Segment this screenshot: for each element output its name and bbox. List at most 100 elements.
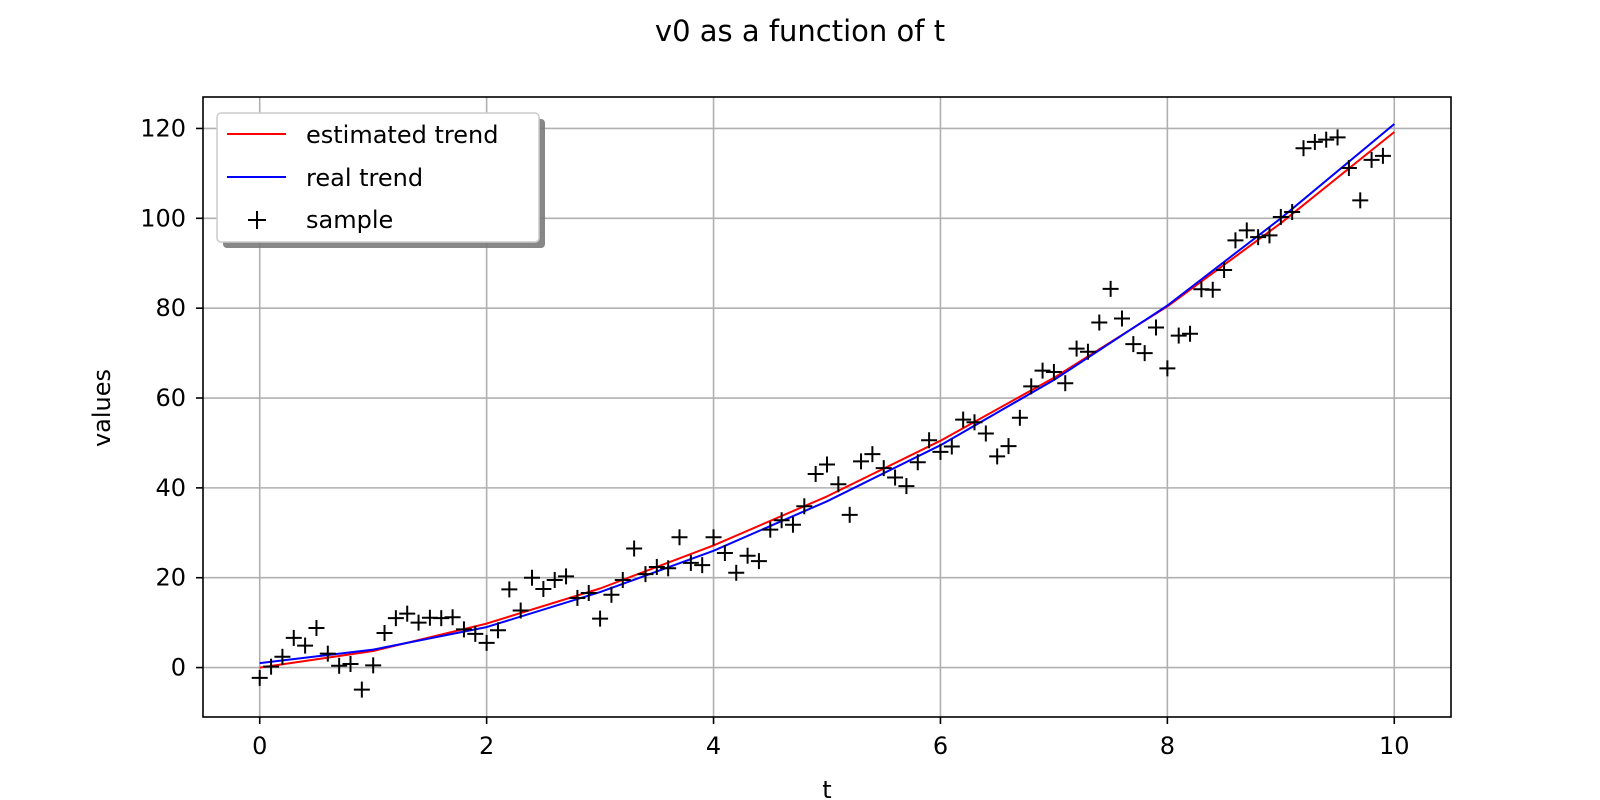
sample-point-marker bbox=[694, 557, 711, 574]
sample-point-marker bbox=[671, 529, 688, 546]
sample-point-marker bbox=[921, 432, 938, 449]
sample-point-marker bbox=[444, 609, 461, 626]
sample-point-marker bbox=[773, 512, 790, 529]
y-tick-label: 60 bbox=[155, 384, 186, 412]
sample-point-marker bbox=[592, 610, 609, 627]
sample-point-marker bbox=[1068, 340, 1085, 357]
sample-point-marker bbox=[1045, 363, 1062, 380]
x-tick-label: 8 bbox=[1160, 732, 1175, 760]
sample-point-marker bbox=[887, 469, 904, 486]
sample-point-marker bbox=[796, 498, 813, 515]
sample-point-marker bbox=[614, 571, 631, 588]
sample-point-marker bbox=[739, 547, 756, 564]
sample-point-marker bbox=[660, 560, 677, 577]
y-tick-label: 80 bbox=[155, 294, 186, 322]
y-tick-label: 40 bbox=[155, 474, 186, 502]
sample-point-marker bbox=[932, 443, 949, 460]
sample-point-marker bbox=[762, 521, 779, 538]
sample-point-marker bbox=[1363, 151, 1380, 168]
chart-title: v0 as a function of t bbox=[655, 14, 945, 48]
sample-point-marker bbox=[1023, 378, 1040, 395]
sample-point-marker bbox=[1306, 133, 1323, 150]
sample-point-marker bbox=[1125, 336, 1142, 353]
sample-point-marker bbox=[626, 540, 643, 557]
legend-sample-marker bbox=[248, 211, 266, 229]
sample-point-marker bbox=[489, 622, 506, 639]
series-line-estimated-trend bbox=[259, 131, 1395, 669]
sample-point-marker bbox=[1079, 343, 1096, 360]
sample-point-marker bbox=[807, 465, 824, 482]
plot-frame bbox=[202, 96, 1452, 718]
sample-point-marker bbox=[1182, 325, 1199, 342]
y-axis-label: values bbox=[88, 369, 116, 447]
sample-point-marker bbox=[1261, 227, 1278, 244]
x-tick-label: 2 bbox=[479, 732, 494, 760]
y-tick-label: 0 bbox=[171, 654, 186, 682]
sample-point-marker bbox=[308, 620, 325, 637]
sample-point-marker bbox=[1227, 232, 1244, 249]
sample-point-marker bbox=[535, 580, 552, 597]
sample-point-marker bbox=[1204, 281, 1221, 298]
sample-point-marker bbox=[387, 610, 404, 627]
sample-point-marker bbox=[1034, 362, 1051, 379]
sample-point-marker bbox=[819, 456, 835, 473]
sample-point-marker bbox=[478, 634, 495, 651]
sample-point-marker bbox=[1340, 159, 1357, 176]
sample-point-marker bbox=[1295, 140, 1312, 157]
sample-point-marker bbox=[353, 681, 370, 698]
sample-point-marker bbox=[841, 506, 858, 523]
sample-point-marker bbox=[728, 564, 745, 581]
sample-point-marker bbox=[909, 454, 926, 471]
sample-point-marker bbox=[512, 602, 529, 619]
legend-sample-label: sample bbox=[306, 206, 393, 234]
sample-point-marker bbox=[898, 478, 915, 495]
x-axis-label: t bbox=[822, 776, 831, 800]
sample-point-marker bbox=[1284, 204, 1301, 221]
sample-point-marker bbox=[1238, 222, 1255, 239]
sample-point-marker bbox=[705, 529, 722, 546]
sample-point-marker bbox=[580, 585, 597, 601]
sample-point-marker bbox=[1057, 375, 1074, 392]
legend-real-trend-label: real trend bbox=[306, 164, 423, 192]
sample-point-marker bbox=[716, 545, 733, 562]
sample-point-marker bbox=[467, 625, 484, 642]
x-tick-label: 0 bbox=[252, 732, 267, 760]
sample-point-marker bbox=[864, 446, 881, 463]
sample-point-marker bbox=[989, 448, 1006, 465]
sample-point-marker bbox=[319, 645, 336, 662]
sample-point-marker bbox=[1250, 229, 1267, 246]
sample-point-marker bbox=[1136, 345, 1153, 362]
sample-point-marker bbox=[1216, 261, 1233, 278]
sample-point-marker bbox=[750, 553, 767, 570]
sample-point-marker bbox=[376, 624, 393, 641]
sample-point-marker bbox=[955, 411, 972, 428]
y-tick-label: 120 bbox=[140, 114, 186, 142]
sample-point-marker bbox=[1272, 208, 1289, 225]
sample-point-marker bbox=[1000, 438, 1017, 455]
sample-point-marker bbox=[285, 629, 302, 646]
sample-point-marker bbox=[546, 571, 563, 588]
x-tick-label: 4 bbox=[706, 732, 721, 760]
sample-point-marker bbox=[875, 460, 892, 477]
sample-point-marker bbox=[1011, 409, 1028, 426]
sample-point-marker bbox=[274, 648, 291, 665]
sample-point-marker bbox=[603, 586, 620, 603]
y-tick-label: 20 bbox=[155, 564, 186, 592]
sample-point-marker bbox=[830, 476, 847, 493]
sample-point-marker bbox=[297, 637, 314, 654]
sample-point-marker bbox=[1159, 360, 1176, 377]
legend-estimated-trend-label: estimated trend bbox=[306, 121, 498, 149]
sample-point-marker bbox=[365, 657, 382, 674]
sample-point-marker bbox=[569, 589, 586, 606]
sample-point-marker bbox=[637, 566, 654, 583]
sample-point-marker bbox=[331, 657, 348, 674]
sample-point-marker bbox=[1329, 129, 1346, 146]
sample-point-marker bbox=[455, 621, 472, 638]
sample-point-marker bbox=[784, 516, 801, 533]
sample-point-marker bbox=[1091, 314, 1108, 331]
sample-point-marker bbox=[1170, 327, 1187, 344]
y-tick-label: 100 bbox=[140, 204, 186, 232]
sample-point-marker bbox=[399, 605, 416, 622]
